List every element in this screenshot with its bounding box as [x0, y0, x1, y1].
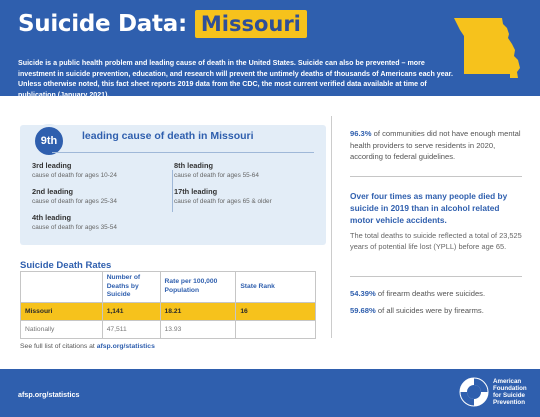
page-title: Suicide Data: Missouri — [18, 10, 307, 38]
rank-text: leading cause of death in Missouri — [82, 130, 254, 142]
stat-ypll: The total deaths to suicide reflected a … — [350, 231, 522, 251]
logo-line: American — [493, 378, 522, 385]
title-state-badge: Missouri — [194, 10, 307, 38]
rates-table: Number of Deaths by Suicide Rate per 100… — [20, 271, 316, 339]
leading-item-ages-10-24: 3rd leading cause of death for ages 10-2… — [32, 161, 167, 180]
leading-item-sub: cause of death for ages 25-34 — [32, 198, 117, 205]
rates-heading: Suicide Death Rates — [20, 260, 112, 271]
afsp-logo: American Foundation for Suicide Preventi… — [458, 376, 527, 408]
stat-alcohol-comparison: Over four times as many people died by s… — [350, 191, 508, 226]
column-divider — [331, 116, 332, 338]
missouri-state-outline-icon — [454, 18, 520, 78]
deaths-cell: 47,511 — [101, 319, 161, 339]
stat-text: of firearm deaths were suicides. — [375, 289, 486, 298]
leading-item-ages-55-64: 8th leading cause of death for ages 55-6… — [174, 161, 309, 180]
citation-note: See full list of citations at afsp.org/s… — [20, 343, 155, 350]
table-row-missouri: Missouri 1,141 18.21 16 — [20, 301, 316, 321]
stat-mental-health-providers: 96.3% of communities did not have enough… — [350, 128, 522, 163]
column-header: State Rank — [235, 271, 316, 303]
leading-item-ages-65-older: 17th leading cause of death for ages 65 … — [174, 187, 309, 206]
citation-text: See full list of citations at — [20, 343, 97, 350]
logo-line: for Suicide — [493, 392, 525, 399]
rate-cell: 18.21 — [159, 301, 237, 321]
logo-wordmark: American Foundation for Suicide Preventi… — [493, 378, 527, 406]
rank-cell: 16 — [235, 301, 316, 321]
stat-text: of all suicides were by firearms. — [375, 306, 484, 315]
column-header — [20, 271, 103, 303]
leading-item-ages-35-54: 4th leading cause of death for ages 35-5… — [32, 213, 167, 232]
leading-item-sub: cause of death for ages 10-24 — [32, 172, 117, 179]
stat-suicides-by-firearms: 59.68% of all suicides were by firearms. — [350, 306, 522, 315]
stat-firearm-deaths: 54.39% of firearm deaths were suicides. — [350, 289, 522, 298]
row-label: Missouri — [20, 301, 103, 321]
header-banner: Suicide Data: Missouri Suicide is a publ… — [0, 0, 540, 99]
leading-item-title: 3rd leading — [32, 161, 72, 170]
life-ring-icon — [459, 377, 489, 407]
stat-divider — [350, 176, 522, 177]
row-label: Nationally — [20, 319, 103, 339]
deaths-cell: 1,141 — [101, 301, 161, 321]
leading-item-sub: cause of death for ages 65 & older — [174, 198, 272, 205]
column-header: Number of Deaths by Suicide — [101, 271, 161, 303]
citation-link[interactable]: afsp.org/statistics — [96, 343, 155, 350]
leading-item-title: 4th leading — [32, 213, 72, 222]
intro-paragraph: Suicide is a public health problem and l… — [18, 59, 453, 99]
logo-line: Prevention — [493, 399, 525, 406]
column-header: Rate per 100,000 Population — [159, 271, 237, 303]
table-header-row: Number of Deaths by Suicide Rate per 100… — [20, 271, 316, 303]
footer-banner: afsp.org/statistics American Foundation … — [0, 369, 540, 417]
stat-text: of communities did not have enough menta… — [350, 129, 521, 161]
table-row-nationally: Nationally 47,511 13.93 — [20, 319, 316, 339]
stat-value: 96.3% — [350, 129, 372, 138]
title-text: Suicide Data: — [18, 11, 187, 37]
rank-cell — [235, 319, 316, 339]
rank-badge: 9th — [32, 124, 66, 158]
leading-item-sub: cause of death for ages 55-64 — [174, 172, 259, 179]
rate-cell: 13.93 — [159, 319, 237, 339]
leading-item-ages-25-34: 2nd leading cause of death for ages 25-3… — [32, 187, 167, 206]
leading-item-title: 8th leading — [174, 161, 214, 170]
logo-line: Foundation — [493, 385, 527, 392]
stat-value: 54.39% — [350, 289, 376, 298]
footer-url[interactable]: afsp.org/statistics — [18, 390, 80, 399]
stat-divider — [350, 276, 522, 277]
card-divider-vertical — [172, 170, 173, 212]
leading-item-sub: cause of death for ages 35-54 — [32, 224, 117, 231]
leading-cause-card: 9th leading cause of death in Missouri 3… — [20, 124, 326, 245]
leading-item-title: 2nd leading — [32, 187, 74, 196]
card-divider-horizontal — [52, 152, 314, 153]
leading-item-title: 17th leading — [174, 187, 218, 196]
stat-value: 59.68% — [350, 306, 376, 315]
